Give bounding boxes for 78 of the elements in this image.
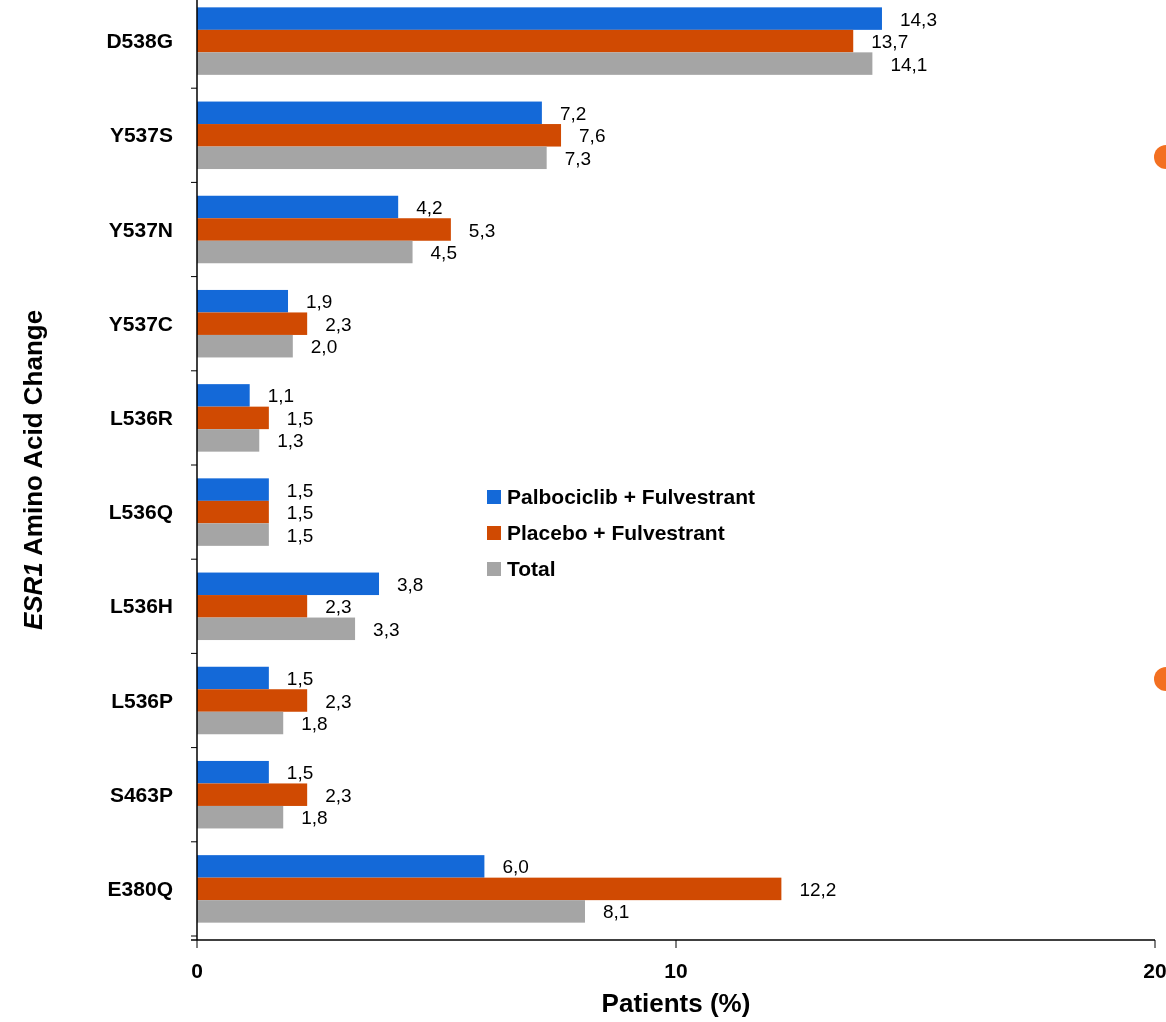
data-label: 2,0 xyxy=(310,336,338,358)
data-label: 5,3 xyxy=(468,219,496,241)
y-tick-label: L536P xyxy=(111,688,173,712)
bar xyxy=(197,124,562,147)
bar xyxy=(197,711,284,735)
data-label: 1,8 xyxy=(301,807,328,829)
bar xyxy=(197,101,542,125)
y-tick-label: Y537C xyxy=(108,311,173,335)
data-label: 1,5 xyxy=(286,407,314,429)
data-label: 13,7 xyxy=(871,31,909,53)
bar xyxy=(197,146,547,170)
data-label: 7,2 xyxy=(559,102,587,124)
y-axis-title: ESR1 Amino Acid Change xyxy=(18,309,48,631)
data-label: 2,3 xyxy=(325,784,352,806)
legend-label: Palbociclib + Fulvestrant xyxy=(507,485,755,508)
y-tick-label: S463P xyxy=(109,782,173,806)
bar xyxy=(197,877,782,901)
data-label: 1,3 xyxy=(277,430,304,452)
data-label: 7,3 xyxy=(564,147,592,169)
bar xyxy=(197,855,485,878)
data-label: 1,8 xyxy=(301,713,328,734)
data-label: 4,5 xyxy=(430,242,457,263)
bar xyxy=(197,572,380,596)
bar xyxy=(197,760,269,784)
bar xyxy=(197,523,269,546)
bar xyxy=(197,617,356,641)
data-label: 2,3 xyxy=(325,690,352,712)
data-label: 1,5 xyxy=(286,502,314,524)
y-tick-label: L536H xyxy=(109,594,173,618)
bar xyxy=(197,218,451,241)
y-tick-label: Y537N xyxy=(108,217,173,241)
data-label: 8,1 xyxy=(602,901,630,923)
bar xyxy=(197,783,308,806)
bar xyxy=(197,429,260,452)
bar xyxy=(197,289,289,313)
legend-label: Placebo + Fulvestrant xyxy=(507,521,725,544)
data-label: 3,8 xyxy=(397,573,424,595)
data-label: 1,5 xyxy=(286,479,314,501)
data-label: 14,1 xyxy=(890,53,928,75)
bar xyxy=(197,312,308,335)
bar xyxy=(197,29,854,53)
data-label: 1,1 xyxy=(267,385,295,407)
x-tick-label: 0 xyxy=(191,959,203,982)
data-label: 3,3 xyxy=(373,618,400,640)
x-axis-title: Patients (%) xyxy=(601,988,751,1018)
y-tick-label: L536Q xyxy=(108,500,173,524)
y-tick-label: E380Q xyxy=(107,876,173,900)
legend-label: Total xyxy=(507,557,556,580)
bar xyxy=(197,595,308,618)
y-tick-label: L536R xyxy=(109,405,173,429)
bar xyxy=(197,805,284,829)
bar xyxy=(197,7,882,30)
data-label: 7,6 xyxy=(579,125,606,147)
x-tick-label: 10 xyxy=(664,959,688,982)
bar xyxy=(197,334,293,358)
data-label: 2,3 xyxy=(325,596,352,618)
bar xyxy=(197,195,399,219)
data-label: 1,5 xyxy=(286,762,314,784)
bar xyxy=(197,52,873,75)
data-label: 4,2 xyxy=(416,197,443,218)
data-label: 1,5 xyxy=(286,524,314,546)
data-label: 12,2 xyxy=(799,878,837,900)
y-tick-label: D538G xyxy=(106,29,173,53)
bar xyxy=(197,900,585,923)
x-tick-label: 20 xyxy=(1143,959,1166,982)
data-label: 1,5 xyxy=(286,668,314,689)
bar xyxy=(197,666,269,690)
data-label: 2,3 xyxy=(325,313,352,335)
bar xyxy=(197,384,250,407)
y-tick-label: Y537S xyxy=(109,123,173,147)
bar xyxy=(197,500,269,524)
data-label: 14,3 xyxy=(899,8,937,30)
bar xyxy=(197,240,413,264)
bar xyxy=(197,689,308,712)
bar xyxy=(197,406,269,430)
data-label: 6,0 xyxy=(502,856,529,878)
data-label: 1,9 xyxy=(306,291,333,313)
bar xyxy=(197,478,269,501)
